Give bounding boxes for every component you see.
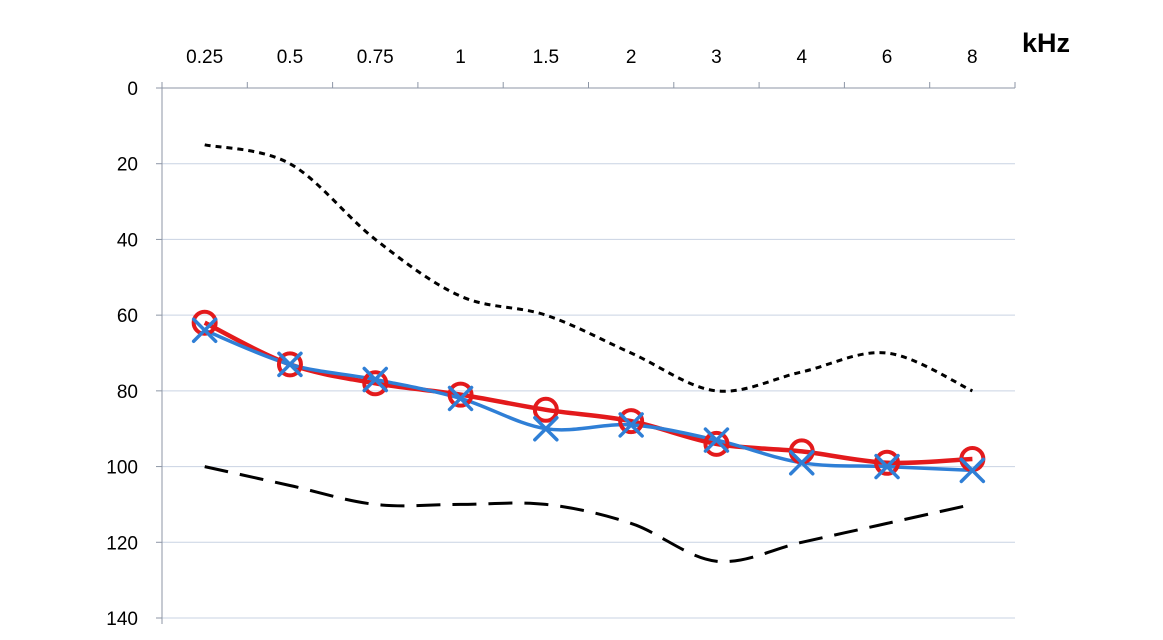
cross-series-point (789, 450, 815, 476)
circle-series-point (447, 381, 474, 408)
circle-series-point (276, 351, 303, 378)
y-tick-label: 140 (106, 609, 138, 630)
cross-series-point (703, 427, 730, 453)
circle-series-point (532, 396, 559, 423)
axes (156, 82, 1016, 624)
x-tick-label: 1 (455, 47, 466, 68)
y-tick-label: 40 (117, 230, 138, 251)
x-tick-label: 4 (796, 47, 807, 68)
x-tick-label: 1.5 (533, 47, 559, 68)
x-tick-label: 2 (626, 47, 637, 68)
cross-series-point (447, 385, 474, 412)
circle-series-point (874, 449, 901, 476)
y-tick-label: 60 (117, 306, 138, 327)
x-tick-label: 6 (882, 47, 893, 68)
cross-series-point (533, 415, 559, 442)
circle-series-point (618, 408, 645, 435)
y-tick-label: 20 (117, 155, 138, 176)
tick-labels: 0 20 40 60 80 100 120 140 0.25 0.5 0.75 1 1.5 2 3 4 6 8 (106, 47, 977, 630)
y-tick-label: 0 (127, 79, 138, 100)
cross-series-line (204, 328, 973, 473)
lower-bound-line (204, 465, 973, 564)
x-tick-label: 0.75 (357, 47, 394, 68)
cross-series-point (874, 453, 900, 480)
series-lines (203, 143, 974, 564)
x-unit-label: kHz (1022, 28, 1070, 58)
cross-series-point (191, 317, 218, 344)
x-tick-label: 0.5 (277, 47, 303, 68)
upper-bound-line (204, 143, 974, 393)
circle-series-point (703, 430, 730, 457)
x-tick-label: 3 (711, 47, 722, 68)
x-tick-label: 0.25 (186, 47, 223, 68)
x-tick-label: 8 (967, 47, 978, 68)
circle-series-line (203, 320, 973, 466)
y-tick-label: 100 (106, 458, 138, 479)
y-tick-label: 120 (106, 533, 138, 554)
y-tick-label: 80 (117, 382, 138, 403)
cross-series-point (277, 351, 303, 378)
cross-series-point (618, 412, 644, 438)
cross-series-point (959, 457, 986, 484)
circle-series-point (191, 309, 218, 336)
gridlines (162, 163, 1015, 619)
circle-series-point (362, 370, 389, 397)
series-markers (191, 309, 986, 484)
cross-series-point (362, 366, 388, 393)
